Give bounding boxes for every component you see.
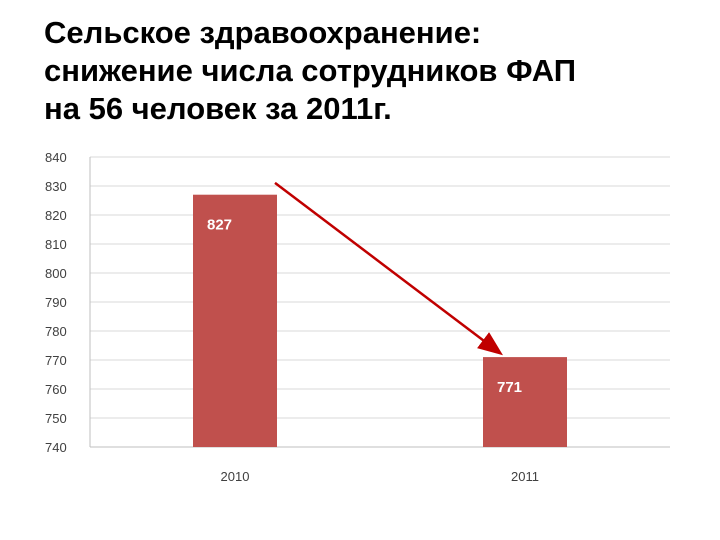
y-tick-label: 800 [45, 266, 67, 281]
x-tick-label-2010: 2010 [221, 469, 250, 484]
slide-title-line-2: снижение числа сотрудников ФАП [44, 53, 577, 88]
slide-title: Сельское здравоохранение: снижение числа… [44, 14, 704, 128]
y-tick-label: 770 [45, 353, 67, 368]
data-label-2011: 771 [497, 379, 522, 396]
bar-2011 [483, 357, 567, 447]
y-tick-label: 780 [45, 324, 67, 339]
bar-2010 [193, 194, 277, 447]
y-tick-label: 750 [45, 411, 67, 426]
slide-title-line-3: на 56 человек за 2011г. [44, 91, 392, 126]
x-tick-label-2011: 2011 [511, 469, 539, 484]
y-tick-label: 740 [45, 440, 67, 455]
y-tick-label: 760 [45, 382, 67, 397]
y-tick-label: 830 [45, 179, 67, 194]
y-tick-label: 840 [45, 150, 67, 165]
y-tick-label: 810 [45, 237, 67, 252]
y-tick-label: 790 [45, 295, 67, 310]
data-label-2010: 827 [207, 217, 232, 234]
trend-arrow [274, 181, 503, 356]
slide-title-line-1: Сельское здравоохранение: [44, 15, 482, 50]
y-tick-label: 820 [45, 208, 67, 223]
